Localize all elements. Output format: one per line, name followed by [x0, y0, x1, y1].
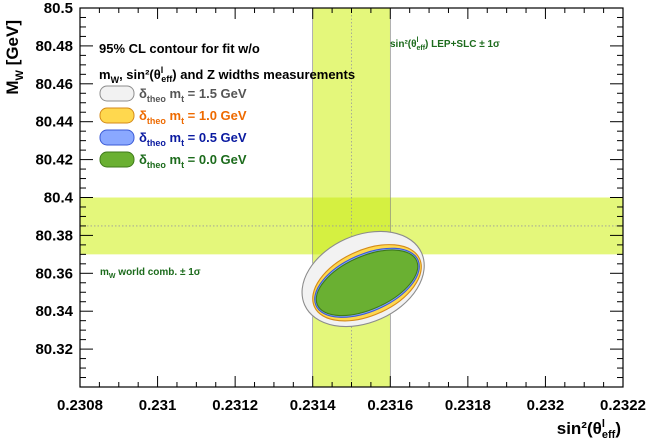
x-axis-title: sin²(θl eff)	[557, 418, 621, 441]
legend-label-rest: = 1.5 GeV	[184, 86, 247, 101]
x-tick-label: 0.2316	[367, 397, 413, 414]
legend-swatch-2	[99, 129, 135, 146]
y-tick-label: 80.38	[35, 227, 73, 244]
legend-title-line2: mW, sin²(θl eff) and Z widths measurement…	[99, 65, 355, 85]
legend-swatch-1	[99, 107, 135, 124]
legend-label-sub2: t	[181, 160, 184, 170]
y-tick-label: 80.4	[44, 190, 74, 207]
x-axis-title-main: sin²(θ	[557, 419, 602, 438]
mw-band-label-sub: W	[109, 273, 116, 280]
mw-band-label-main: m	[100, 267, 109, 278]
x-tick-label: 0.232	[527, 397, 565, 414]
legend-label-sub: theo	[147, 160, 167, 170]
sin2theta-band-label-rest: ) LEP+SLC ± 1σ	[425, 39, 500, 50]
legend-label-sub2: t	[181, 138, 184, 148]
legend-label-sub: theo	[147, 94, 167, 104]
y-axis-title-sub: W	[14, 69, 26, 80]
legend-label-sym: δ	[139, 130, 147, 145]
y-tick-label: 80.36	[35, 265, 73, 282]
x-tick-label: 0.2308	[57, 397, 103, 414]
contour-ellipse-3	[315, 249, 419, 317]
legend-label-sub: theo	[147, 138, 167, 148]
sin2theta-band-label-main: sin²(θ	[390, 39, 417, 50]
legend-label-0: δtheo mt = 1.5 GeV	[139, 86, 247, 104]
x-tick-label: 0.2312	[212, 397, 258, 414]
legend-label-sub2: t	[181, 94, 184, 104]
legend-title-line1: 95% CL contour for fit w/o	[99, 41, 260, 56]
x-axis-title-sup: l	[602, 418, 605, 430]
legend-label-3: δtheo mt = 0.0 GeV	[139, 152, 247, 170]
legend-label-sub2: t	[181, 116, 184, 126]
legend-swatch-3	[99, 151, 135, 168]
x-tick-label: 0.2322	[600, 397, 646, 414]
legend-label-rest: = 0.5 GeV	[184, 130, 247, 145]
y-axis-title-unit: [GeV]	[3, 20, 22, 70]
legend-label-sub: theo	[147, 116, 167, 126]
y-axis-title: MW [GeV]	[3, 20, 26, 95]
mw-band-label: mW world comb. ± 1σ	[100, 267, 201, 280]
y-tick-label: 80.34	[35, 303, 73, 320]
y-axis-ticks: 80.32 80.34 80.36 80.38 80.4 80.42 80.44 80.46 8…	[35, 0, 623, 388]
bands-group	[80, 8, 623, 387]
y-tick-label: 80.42	[35, 152, 73, 169]
legend-label-mid: m	[166, 130, 181, 145]
x-tick-label: 0.231	[139, 397, 177, 414]
legend-label-rest: = 1.0 GeV	[184, 108, 247, 123]
legend-label-mid: m	[166, 152, 181, 167]
x-axis-title-sub: eff	[602, 429, 616, 441]
legend-title2-sub: W	[111, 75, 120, 85]
legend-title2-rest: , sin²(θ	[119, 67, 161, 82]
y-tick-label: 80.5	[44, 0, 73, 17]
y-tick-label: 80.32	[35, 341, 73, 358]
x-axis-title-close: )	[615, 419, 621, 438]
legend-label-1: δtheo mt = 1.0 GeV	[139, 108, 247, 126]
legend-title2-m: m	[99, 67, 111, 82]
legend-title2-end: ) and Z widths measurements	[172, 67, 355, 82]
legend-title2-sub2: eff	[161, 74, 173, 84]
y-axis-title-main: M	[3, 80, 22, 94]
legend-label-mid: m	[166, 86, 181, 101]
legend-swatch-0	[99, 85, 135, 102]
contour-ellipses-group	[301, 230, 425, 328]
sin2theta-band-label-sub: eff	[416, 45, 425, 52]
legend-title2-sup: l	[161, 65, 164, 75]
x-tick-label: 0.2314	[290, 397, 337, 414]
sin2theta-band-label-sup: l	[417, 37, 419, 44]
x-axis-ticks: 0.2308 0.231 0.2312 0.2314 0.2316 0.2318 0.232…	[57, 8, 646, 414]
y-tick-label: 80.48	[35, 38, 73, 55]
sin2theta-band-label: sin²(θl eff) LEP+SLC ± 1σ	[390, 37, 500, 52]
y-tick-label: 80.44	[35, 114, 73, 131]
legend-label-2: δtheo mt = 0.5 GeV	[139, 130, 247, 148]
y-tick-label: 80.46	[35, 76, 73, 93]
mw-band-label-rest: world comb. ± 1σ	[116, 267, 201, 278]
legend-label-sym: δ	[139, 152, 147, 167]
legend-label-sym: δ	[139, 108, 147, 123]
legend-label-sym: δ	[139, 86, 147, 101]
legend-label-rest: = 0.0 GeV	[184, 152, 247, 167]
x-tick-label: 0.2318	[445, 397, 491, 414]
legend-label-mid: m	[166, 108, 181, 123]
